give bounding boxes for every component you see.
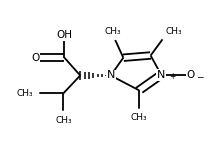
Text: +: + xyxy=(170,72,176,82)
Text: O: O xyxy=(31,53,39,63)
Text: O: O xyxy=(186,70,195,80)
Text: N: N xyxy=(106,71,115,80)
Text: OH: OH xyxy=(56,31,72,40)
Text: −: − xyxy=(196,72,204,82)
Text: CH₃: CH₃ xyxy=(55,116,72,125)
Text: CH₃: CH₃ xyxy=(131,113,147,122)
Text: N: N xyxy=(157,70,165,80)
Text: CH₃: CH₃ xyxy=(16,89,33,98)
Text: CH₃: CH₃ xyxy=(166,27,182,35)
Text: CH₃: CH₃ xyxy=(105,27,121,36)
